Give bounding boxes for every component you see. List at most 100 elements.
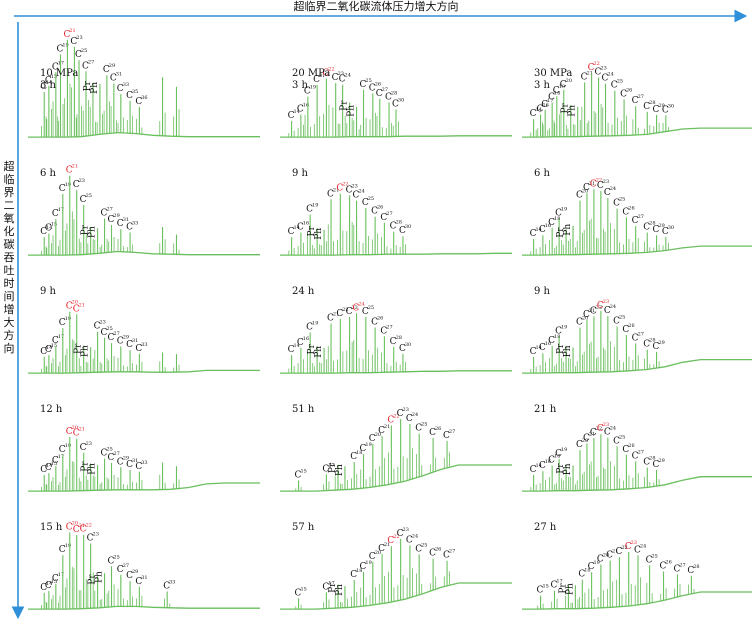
chromatogram-panel: C14 C16 C17 C18 C19 C20 Pr Ph C21 C22 C23 C24 C25 C26…: [522, 24, 752, 144]
trace-baseline: [28, 250, 260, 256]
peak-label: C24: [604, 186, 616, 198]
peak-label: C25: [80, 193, 92, 205]
peak-label: Ph: [568, 105, 578, 117]
peak-label: C24: [604, 304, 616, 316]
chromatogram-panel: C14 C16 C19 Pr Ph C21 C22 C23 C24 C25 C26 C27 C28 C30…: [280, 260, 512, 380]
peak-label: C31: [110, 71, 122, 83]
peak-label: C27: [380, 324, 392, 336]
panel-label: 9 h: [292, 168, 308, 179]
chromatogram-svg: C14C16C18C19PrPhC20C21C22C23C24C25C26C27…: [522, 299, 752, 374]
peak-label: C19: [555, 325, 567, 337]
panel-label: 6 h: [534, 168, 550, 179]
peak-label: C21: [66, 164, 78, 176]
chromatogram-svg: C14C15C17C19C21C23C25C27PrPhC29C31C33C35…: [28, 28, 260, 138]
chromatogram-svg: C14C16C18C19PrPhC20C21C22C23C24C25C26C27…: [522, 177, 752, 256]
peak-label: Pr: [81, 224, 91, 235]
peak-label: Pr: [307, 343, 317, 354]
peak-label: Pr: [88, 574, 98, 585]
peak-label: Ph: [335, 464, 345, 476]
peak-label: C24: [406, 412, 418, 424]
peak-label: C27: [82, 59, 94, 71]
peak-label: Ph: [88, 463, 98, 475]
peak-label: Pr: [556, 227, 566, 238]
chromatogram-panel: C14 C15 C17 C19 C20 C21 C23 Pr Ph C25 C27 C29 C31 C33…: [28, 378, 260, 498]
chromatogram-svg: C14C15C17C19C20C21C22C23PrPhC25C27C29C31…: [28, 520, 260, 610]
peak-label: Ph: [347, 105, 357, 117]
peak-label: C33: [135, 460, 147, 472]
chromatogram-svg: C15 C17PrPhC18C19C20C21C22C23C24C25C26C27…: [522, 540, 752, 610]
peak-label: Pr: [328, 462, 338, 473]
chromatogram-panel: C14 C15 C17 C19 C20 C21 C22 C23 Pr Ph C25 C27 C29 C31…: [28, 496, 260, 616]
peak-label: C15: [295, 468, 307, 480]
trace-baseline: [522, 245, 752, 256]
peak-label: Pr: [81, 461, 91, 472]
peak-label: C28: [687, 564, 699, 576]
peak-label: C19: [306, 203, 318, 215]
trace-baseline: [280, 370, 512, 374]
peak-label: C26: [620, 87, 632, 99]
peak-label: Pr: [328, 582, 338, 593]
peak-label: C15: [295, 586, 307, 598]
peak-label: C33: [163, 579, 175, 591]
chromatogram-panel: C15 C17 Pr Ph C18 C19 C20 C21 C22 C23 C24 C25 C26 C27…: [280, 378, 512, 498]
peak-label: C15: [537, 584, 549, 596]
peak-label: C30: [399, 224, 411, 236]
peak-label: Ph: [563, 224, 573, 236]
peak-label: Pr: [558, 583, 568, 594]
peak-label: C23: [87, 531, 99, 543]
panel-label: 12 h: [40, 404, 63, 415]
peak-label: C24: [339, 73, 351, 85]
panel-label: 30 MPa 3 h: [534, 68, 573, 91]
peak-label: C29: [103, 63, 115, 75]
peak-label: C27: [443, 549, 455, 561]
peak-label: C29: [653, 458, 665, 470]
peak-label: C29: [653, 340, 665, 352]
panel-label: 15 h: [40, 522, 63, 533]
peak-label: C36: [135, 95, 147, 107]
chromatogram-svg: C14C16C18C19PrPhC20C21C22C23C24C25C26C27…: [522, 422, 752, 492]
panel-label: 10 MPa 3 h: [40, 68, 79, 91]
panel-label: 9 h: [40, 286, 56, 297]
chromatogram-panel: C14 C16 C18 C19 Pr Ph C20 C21 C22 C23 C24 C25 C26 C27…: [522, 260, 752, 380]
peak-label: C21: [73, 427, 85, 439]
peak-label: C27: [632, 214, 644, 226]
chromatogram-panel: C14 C16 C19 Pr Ph C21 C22 C23 C24 C25 C26 C27 C28 C30…: [280, 142, 512, 262]
panel-label: 57 h: [292, 522, 315, 533]
peak-label: Ph: [335, 584, 345, 596]
peak-label: C23: [80, 441, 92, 453]
peak-label: C27: [632, 94, 644, 106]
peak-label: Ph: [314, 228, 324, 240]
peak-label: C24: [634, 543, 646, 555]
peak-label: C25: [415, 542, 427, 554]
peak-label: C22: [588, 61, 600, 73]
trace-baseline: [280, 135, 512, 138]
peak-label: C25: [415, 422, 427, 434]
peak-label: C21: [378, 424, 390, 436]
peak-label: C31: [135, 575, 147, 587]
peak-label: C30: [662, 103, 674, 115]
chromatogram-panel: C14 C15 C17 C19 C20 C21 Pr Ph C23 C25 C27 C29 C31 C33…: [28, 260, 260, 380]
chromatogram-panel: C15 C17 Pr Ph C18 C19 C20 C21 C22 C23 C24 C25 C26 C27…: [280, 496, 512, 616]
chromatogram-panel: C14 C15 C17 C19 C21 C23 C25 Pr Ph C27 C29 C31 C33 6 h: [28, 142, 260, 262]
trace-baseline: [280, 582, 512, 610]
peak-label: C21: [73, 302, 85, 314]
peak-label: Ph: [565, 583, 575, 595]
peak-label: C26: [429, 547, 441, 559]
peak-label: C19: [555, 207, 567, 219]
peak-label: Pr: [307, 225, 317, 236]
trace-baseline: [280, 464, 512, 492]
peak-label: C25: [646, 553, 658, 565]
peak-label: C27: [443, 429, 455, 441]
peak-label: Pr: [74, 343, 84, 354]
chromatogram-panel: C15 C17 Pr Ph C18 C19 C20 C21 C22 C23 C24 C25 C26 C27…: [522, 496, 752, 616]
peak-label: C23: [73, 178, 85, 190]
peak-label: Pr: [556, 463, 566, 474]
peak-label: C33: [126, 220, 138, 232]
panel-label: 6 h: [40, 168, 56, 179]
peak-label: Pr: [556, 343, 566, 354]
panel-label: 20 MPa 3 h: [292, 68, 331, 91]
peak-label: C26: [429, 426, 441, 438]
